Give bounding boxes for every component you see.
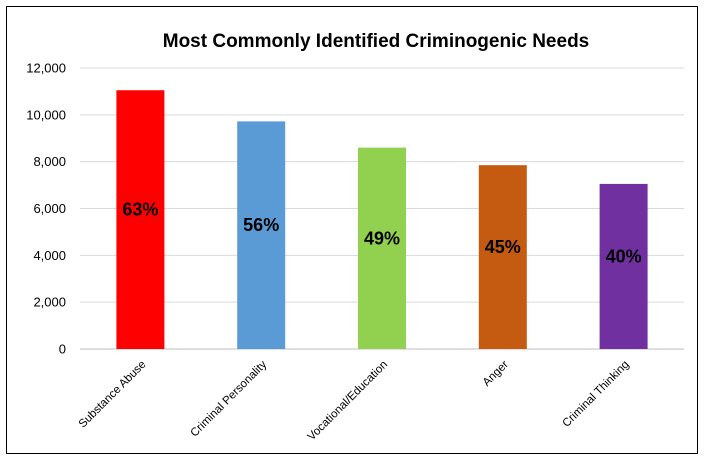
data-label: 63% [122,200,158,220]
x-tick-label: Substance Abuse [77,359,149,431]
chart-title: Most Commonly Identified Criminogenic Ne… [163,31,590,52]
x-tick-label: Anger [481,359,511,389]
data-label: 49% [364,228,400,248]
y-tick-label: 8,000 [33,154,66,169]
y-tick-label: 0 [59,342,66,357]
y-tick-label: 10,000 [26,107,66,122]
bar [358,147,406,349]
y-tick-label: 12,000 [26,61,66,76]
x-axis-ticks: Substance Abuse Criminal Personality Vocat… [77,358,632,443]
data-label: 56% [243,215,279,235]
x-tick-label: Vocational/Education [306,359,390,443]
bar [116,90,165,349]
y-tick-label: 4,000 [33,248,66,263]
x-tick-label: Criminal Personality [189,358,270,439]
x-tick-label: Criminal Thinking [561,359,632,430]
data-label: 40% [606,246,642,266]
data-labels: 63% 56% 49% 45% 40% [122,200,641,267]
bar [478,165,527,349]
y-axis-ticks: 0 2,000 4,000 6,000 8,000 10,000 12,000 [26,61,66,357]
y-tick-label: 6,000 [33,201,66,216]
data-label: 45% [485,237,521,257]
y-tick-label: 2,000 [33,295,66,310]
bar [599,183,648,349]
bar [237,121,286,349]
bars [116,90,648,349]
